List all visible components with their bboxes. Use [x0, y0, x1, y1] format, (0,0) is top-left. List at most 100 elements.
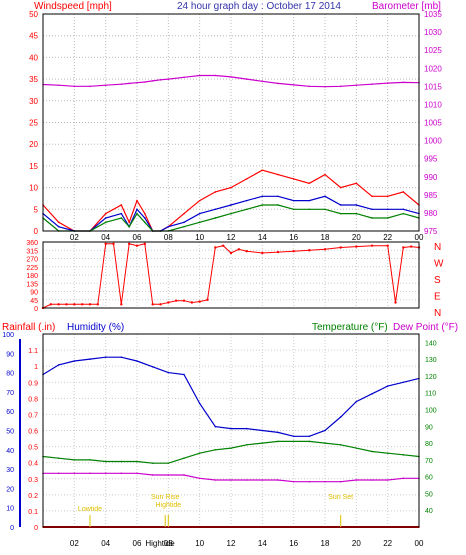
data-point	[339, 85, 342, 88]
y-tick-label: 5	[34, 205, 39, 214]
data-point	[167, 225, 170, 228]
data-point	[402, 212, 405, 215]
data-point	[308, 182, 311, 185]
data-point	[198, 477, 201, 480]
humidity-temp-panel: 0 0.1 0.2 0.3 0.4 0.5 0.6 0.7 0.8 0.9 1 1.1 0 10 20 30 4…	[2, 332, 436, 548]
data-point	[214, 425, 217, 428]
data-point	[245, 208, 248, 211]
data-point	[198, 452, 201, 454]
data-point	[323, 248, 327, 251]
data-point	[120, 460, 123, 463]
humidity-tick-label: 70	[6, 390, 14, 397]
y2-tick-label: 1030	[424, 28, 442, 37]
data-point	[230, 427, 232, 430]
data-point	[167, 462, 170, 465]
data-point	[112, 242, 115, 246]
data-point	[151, 462, 154, 465]
data-point	[104, 212, 107, 215]
data-point	[402, 477, 405, 480]
data-point	[386, 452, 389, 454]
data-point	[402, 208, 405, 211]
data-point	[402, 454, 405, 456]
humidity-tick-label: 10	[6, 506, 14, 513]
data-point	[136, 360, 138, 362]
data-point	[57, 84, 60, 87]
data-point	[167, 371, 170, 374]
data-point	[198, 221, 201, 224]
humidity-tick-label: 0	[10, 525, 14, 532]
temp-tick-label: 50	[425, 491, 433, 498]
data-point	[190, 301, 194, 304]
dew-point-axis-label: Dew Point (°F)	[393, 322, 458, 333]
data-point	[73, 360, 76, 362]
data-point	[120, 204, 123, 206]
data-point	[57, 225, 60, 228]
windspeed-axis-label: Windspeed [mph]	[34, 1, 112, 12]
data-point	[183, 76, 185, 79]
humidity-tick-label: 40	[6, 448, 14, 455]
data-point	[355, 400, 358, 403]
rain-tick-label: 0.5	[28, 445, 38, 452]
data-point	[127, 242, 131, 246]
data-point	[183, 457, 185, 459]
data-point	[371, 83, 373, 85]
data-point	[73, 303, 76, 306]
data-point	[167, 301, 170, 304]
x-tick-label: 04	[101, 539, 110, 548]
data-point	[198, 212, 201, 215]
wind-panel: 0510152025303540455097598098599099510001…	[29, 10, 442, 242]
data-point	[308, 249, 311, 252]
rainfall-axis-label: Rainfall (.in)	[2, 322, 55, 333]
data-point	[339, 480, 342, 483]
data-point	[57, 457, 60, 459]
x-tick-label: 14	[258, 539, 267, 548]
annotation-label: Sun Rise	[151, 494, 180, 501]
rain-tick-label: 0.3	[28, 477, 38, 484]
data-point	[371, 195, 373, 198]
data-point	[409, 245, 413, 248]
data-point	[292, 199, 295, 202]
data-point	[386, 479, 389, 481]
data-point	[292, 178, 295, 180]
data-point	[183, 212, 185, 215]
x-tick-label: 06	[133, 539, 142, 548]
y-tick-label: 180	[26, 273, 38, 280]
bottom-annotation-label: Hightide	[145, 539, 175, 548]
data-point	[198, 402, 201, 405]
rain-tick-label: 0.7	[28, 412, 38, 419]
data-point	[324, 429, 326, 432]
humidity-tick-label: 20	[6, 486, 14, 493]
data-point	[214, 208, 217, 211]
series-line	[42, 243, 420, 309]
y-tick-label: 45	[29, 32, 38, 41]
data-point	[144, 217, 146, 219]
data-point	[292, 435, 295, 438]
rain-tick-label: 0.4	[28, 461, 38, 468]
compass-label: W	[434, 259, 444, 270]
data-point	[96, 303, 100, 306]
data-point	[308, 85, 311, 88]
data-point	[402, 191, 405, 193]
data-point	[292, 440, 295, 443]
y2-tick-label: 1000	[424, 137, 442, 146]
temp-tick-label: 70	[425, 458, 433, 465]
data-point	[120, 303, 123, 306]
x-tick-label: 02	[70, 233, 79, 242]
data-point	[292, 208, 295, 211]
y-tick-label: 40	[29, 53, 38, 62]
data-point	[151, 366, 154, 368]
rain-tick-label: 0.8	[28, 396, 38, 403]
data-point	[229, 251, 233, 255]
series-line	[42, 169, 420, 232]
data-point	[89, 358, 91, 360]
compass-label: N	[434, 308, 441, 319]
data-point	[73, 459, 76, 461]
rain-tick-label: 0.9	[28, 380, 38, 387]
x-tick-label: 10	[195, 233, 204, 242]
data-point	[324, 173, 326, 176]
y2-tick-label: 980	[424, 209, 438, 218]
data-point	[339, 186, 342, 189]
data-point	[261, 251, 264, 255]
y2-tick-label: 975	[424, 227, 438, 236]
data-point	[57, 221, 60, 224]
